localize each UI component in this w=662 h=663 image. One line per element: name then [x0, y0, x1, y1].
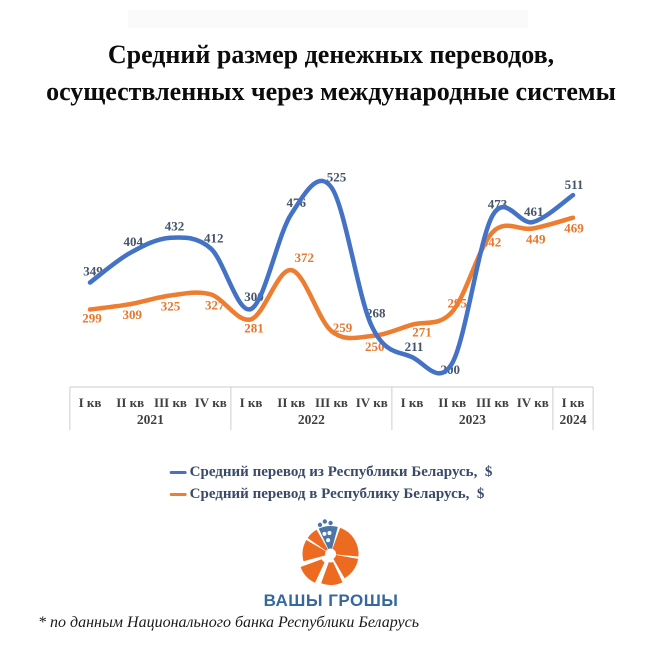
logo-blue-wedge: [319, 525, 339, 550]
axis-quarter-label: IV кв: [517, 395, 549, 410]
logo-ornament-dot: [323, 519, 328, 524]
logo-orange-wedge: [300, 559, 325, 583]
axis-quarter-label: III кв: [315, 395, 348, 410]
data-label: 268: [366, 305, 386, 320]
axis-quarter-label: IV кв: [356, 395, 388, 410]
data-label: 309: [123, 307, 143, 322]
axis-quarter-label: I кв: [79, 395, 102, 410]
logo-orange-wedge: [333, 554, 359, 579]
axis-year-label: 2022: [298, 412, 325, 427]
source-footnote: * по данным Национального банка Республи…: [38, 614, 419, 631]
data-label: 525: [327, 170, 347, 185]
legend-label-to-belarus: Средний перевод в Республику Беларусь, $: [189, 486, 485, 502]
legend-line-swatch-blue: [169, 470, 187, 475]
axis-year-label: 2021: [137, 412, 164, 427]
legend-item-to-belarus: Средний перевод в Республику Беларусь, $: [169, 486, 493, 503]
logo-orange-wedge: [332, 527, 359, 557]
data-label: 372: [295, 250, 315, 265]
logo-pattern-dot: [322, 531, 327, 536]
logo-text: ВАШЫ ГРОШЫ: [263, 591, 399, 610]
data-label: 325: [161, 299, 181, 314]
data-label: 469: [564, 221, 584, 236]
data-label: 461: [524, 204, 544, 219]
axis-quarter-label: II кв: [116, 395, 144, 410]
data-label: 299: [82, 311, 102, 326]
logo-orange-wedge: [321, 561, 343, 585]
orange-slices-logo-icon: [300, 519, 359, 585]
axis-quarter-label: II кв: [277, 395, 305, 410]
axis-quarter-label: I кв: [562, 395, 585, 410]
logo-orange-wedge: [302, 540, 327, 562]
logo-ornament-dot: [328, 520, 334, 526]
data-label: 404: [124, 234, 144, 249]
data-label: 211: [405, 339, 424, 354]
axis-quarter-label: III кв: [476, 395, 509, 410]
series-path-0: [87, 178, 576, 376]
page-title: Средний размер денежных переводов, осуще…: [46, 40, 616, 106]
data-label: 511: [565, 177, 584, 192]
logo-pattern-dot: [326, 538, 331, 543]
logo-pattern-dot: [327, 531, 332, 536]
legend-label-from-belarus: Средний перевод из Республики Беларусь, …: [189, 464, 493, 480]
axis-quarter-label: II кв: [438, 395, 466, 410]
data-label: 259: [333, 320, 353, 335]
data-label: 412: [204, 231, 224, 246]
legend-line-swatch-orange: [169, 492, 187, 497]
logo-ornament-dot: [318, 522, 323, 528]
top-decorative-band: [128, 10, 528, 28]
axis-quarter-label: I кв: [401, 395, 424, 410]
axis-quarter-label: IV кв: [195, 395, 227, 410]
axis-year-label: 2024: [560, 412, 587, 427]
data-label: 449: [526, 232, 546, 247]
axis-quarter-label: I кв: [240, 395, 263, 410]
axis-year-label: 2023: [459, 412, 486, 427]
chart-legend: Средний перевод из Республики Беларусь, …: [169, 464, 493, 503]
data-label: 271: [412, 325, 432, 340]
series-path-1: [87, 215, 576, 341]
legend-item-from-belarus: Средний перевод из Республики Беларусь, …: [169, 464, 493, 481]
logo-orange-wedge: [308, 529, 329, 551]
data-label: 432: [165, 219, 185, 234]
data-label: 281: [244, 320, 264, 335]
axis-quarter-label: III кв: [154, 395, 187, 410]
vashy-groshy-logo: ВАШЫ ГРОШЫ: [264, 519, 399, 611]
